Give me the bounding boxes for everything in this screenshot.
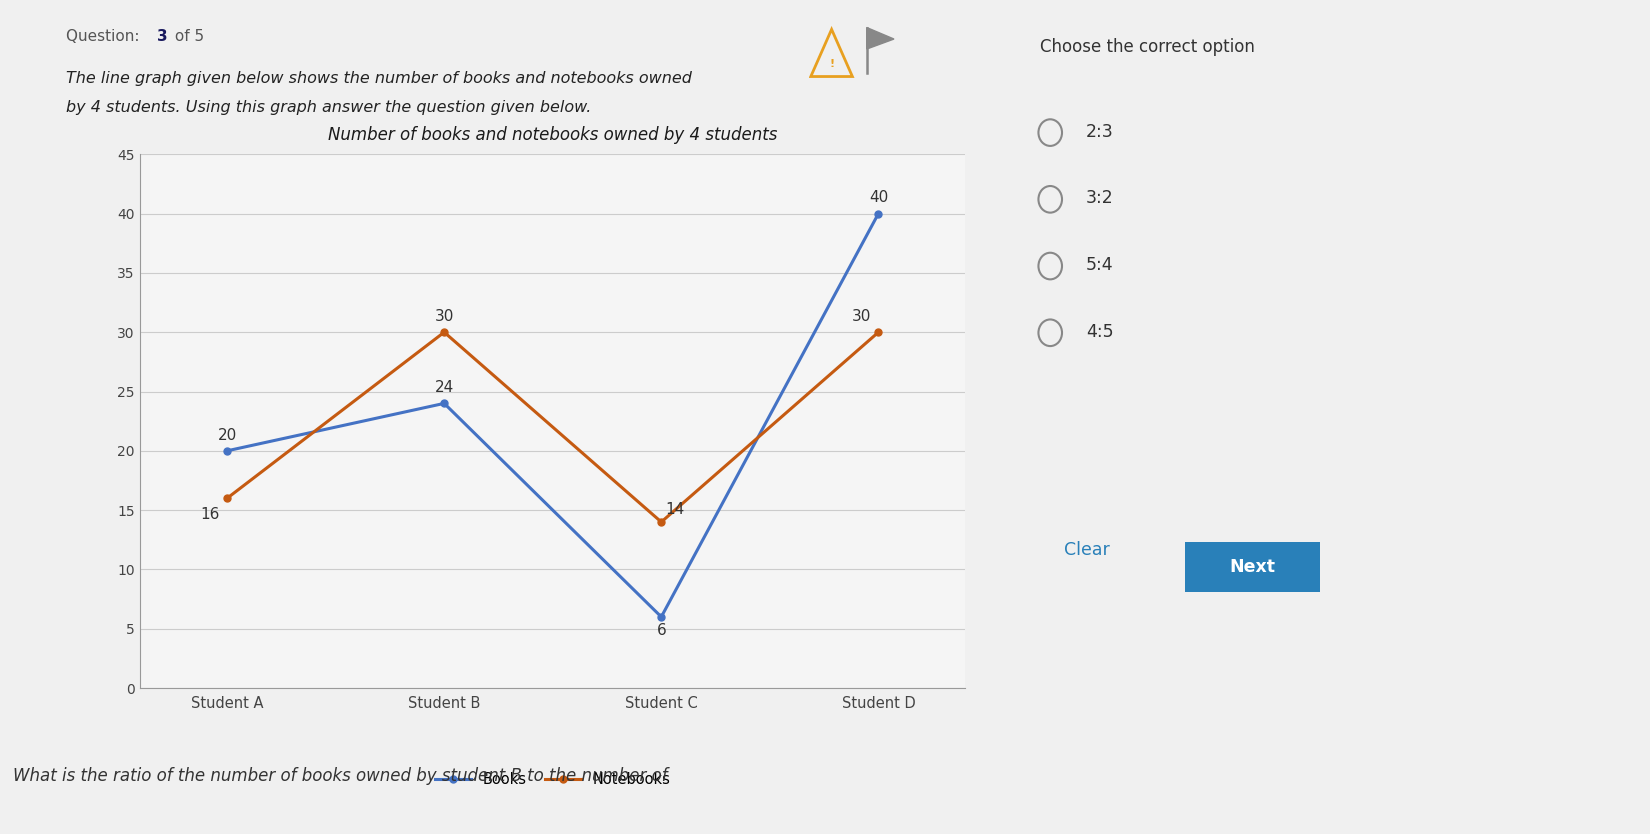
Text: 4:5: 4:5	[1086, 323, 1114, 341]
Text: The line graph given below shows the number of books and notebooks owned: The line graph given below shows the num…	[66, 71, 691, 86]
Text: 5:4: 5:4	[1086, 256, 1114, 274]
Text: of 5: of 5	[170, 29, 205, 44]
Text: 14: 14	[665, 502, 685, 516]
Text: 6: 6	[657, 623, 667, 638]
Text: What is the ratio of the number of books owned by student B to the number of: What is the ratio of the number of books…	[13, 767, 668, 786]
Text: Clear: Clear	[1064, 541, 1110, 560]
Text: 24: 24	[434, 380, 454, 395]
Text: 3: 3	[157, 29, 167, 44]
Text: 20: 20	[218, 428, 236, 443]
Polygon shape	[866, 28, 894, 49]
Text: 16: 16	[201, 507, 219, 522]
Text: Question:: Question:	[66, 29, 145, 44]
Text: by 4 students. Using this graph answer the question given below.: by 4 students. Using this graph answer t…	[66, 100, 591, 115]
Text: 3:2: 3:2	[1086, 189, 1114, 208]
Title: Number of books and notebooks owned by 4 students: Number of books and notebooks owned by 4…	[328, 127, 777, 144]
Text: !: !	[828, 59, 835, 69]
Legend: Books, Notebooks: Books, Notebooks	[429, 766, 676, 793]
FancyBboxPatch shape	[1173, 538, 1332, 596]
Text: 30: 30	[851, 309, 871, 324]
Text: Next: Next	[1229, 558, 1275, 576]
Text: 2:3: 2:3	[1086, 123, 1114, 141]
Text: 30: 30	[434, 309, 454, 324]
Text: Choose the correct option: Choose the correct option	[1040, 38, 1254, 56]
Text: 40: 40	[870, 190, 888, 205]
